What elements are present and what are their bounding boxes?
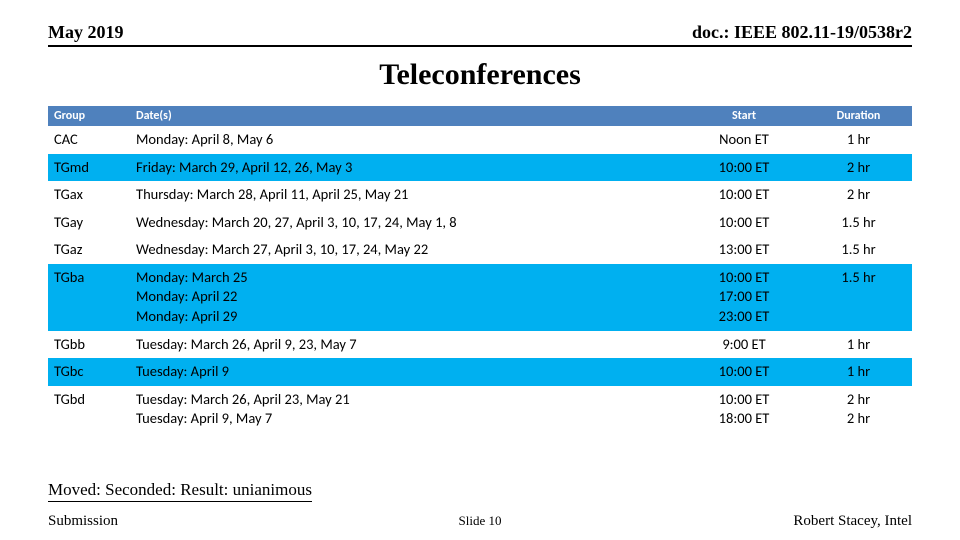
- cell-group: TGmd: [48, 154, 130, 182]
- cell-dates: Wednesday: March 27, April 3, 10, 17, 24…: [130, 236, 683, 264]
- cell-duration: 1.5 hr: [805, 236, 912, 264]
- motion-line: Moved: Seconded: Result: unianimous: [48, 480, 312, 502]
- cell-group: TGaz: [48, 236, 130, 264]
- footer-bar: Submission Slide 10 Robert Stacey, Intel: [48, 513, 912, 530]
- table-header-row: Group Date(s) Start Duration: [48, 106, 912, 126]
- table-body: CACMonday: April 8, May 6Noon ET1 hrTGmd…: [48, 126, 912, 433]
- cell-group: TGba: [48, 264, 130, 331]
- teleconference-table-wrap: Group Date(s) Start Duration CACMonday: …: [48, 106, 912, 433]
- table-row: TGayWednesday: March 20, 27, April 3, 10…: [48, 209, 912, 237]
- header-bar: May 2019 doc.: IEEE 802.11-19/0538r2: [48, 22, 912, 47]
- cell-dates: Wednesday: March 20, 27, April 3, 10, 17…: [130, 209, 683, 237]
- cell-duration: 1 hr: [805, 358, 912, 386]
- cell-group: TGay: [48, 209, 130, 237]
- cell-start: Noon ET: [683, 126, 805, 154]
- table-row: TGmdFriday: March 29, April 12, 26, May …: [48, 154, 912, 182]
- cell-start: 10:00 ET: [683, 181, 805, 209]
- cell-dates: Friday: March 29, April 12, 26, May 3: [130, 154, 683, 182]
- cell-group: TGbd: [48, 386, 130, 433]
- page-title: Teleconferences: [0, 58, 960, 92]
- cell-start: 10:00 ET: [683, 154, 805, 182]
- col-header-dates: Date(s): [130, 106, 683, 126]
- col-header-duration: Duration: [805, 106, 912, 126]
- cell-duration: 2 hr2 hr: [805, 386, 912, 433]
- cell-duration: 1.5 hr: [805, 209, 912, 237]
- cell-group: TGax: [48, 181, 130, 209]
- table-row: TGbdTuesday: March 26, April 23, May 21T…: [48, 386, 912, 433]
- table-row: TGaxThursday: March 28, April 11, April …: [48, 181, 912, 209]
- cell-duration: 1 hr: [805, 331, 912, 359]
- table-row: TGbaMonday: March 25Monday: April 22Mond…: [48, 264, 912, 331]
- slide-page: May 2019 doc.: IEEE 802.11-19/0538r2 Tel…: [0, 0, 960, 540]
- table-row: TGbcTuesday: April 910:00 ET1 hr: [48, 358, 912, 386]
- table-row: CACMonday: April 8, May 6Noon ET1 hr: [48, 126, 912, 154]
- cell-group: CAC: [48, 126, 130, 154]
- cell-start: 10:00 ET: [683, 209, 805, 237]
- cell-duration: 1.5 hr: [805, 264, 912, 331]
- cell-dates: Tuesday: March 26, April 9, 23, May 7: [130, 331, 683, 359]
- cell-group: TGbc: [48, 358, 130, 386]
- cell-duration: 1 hr: [805, 126, 912, 154]
- col-header-group: Group: [48, 106, 130, 126]
- footer-slide-number: Slide 10: [48, 513, 912, 529]
- teleconference-table: Group Date(s) Start Duration CACMonday: …: [48, 106, 912, 433]
- table-row: TGbbTuesday: March 26, April 9, 23, May …: [48, 331, 912, 359]
- cell-start: 10:00 ET18:00 ET: [683, 386, 805, 433]
- cell-duration: 2 hr: [805, 181, 912, 209]
- cell-start: 9:00 ET: [683, 331, 805, 359]
- cell-dates: Tuesday: April 9: [130, 358, 683, 386]
- table-row: TGazWednesday: March 27, April 3, 10, 17…: [48, 236, 912, 264]
- col-header-start: Start: [683, 106, 805, 126]
- cell-duration: 2 hr: [805, 154, 912, 182]
- cell-dates: Thursday: March 28, April 11, April 25, …: [130, 181, 683, 209]
- cell-group: TGbb: [48, 331, 130, 359]
- cell-start: 10:00 ET: [683, 358, 805, 386]
- cell-start: 13:00 ET: [683, 236, 805, 264]
- header-date: May 2019: [48, 22, 124, 43]
- cell-dates: Monday: March 25Monday: April 22Monday: …: [130, 264, 683, 331]
- cell-dates: Tuesday: March 26, April 23, May 21Tuesd…: [130, 386, 683, 433]
- cell-start: 10:00 ET17:00 ET23:00 ET: [683, 264, 805, 331]
- cell-dates: Monday: April 8, May 6: [130, 126, 683, 154]
- header-doc-id: doc.: IEEE 802.11-19/0538r2: [692, 22, 912, 43]
